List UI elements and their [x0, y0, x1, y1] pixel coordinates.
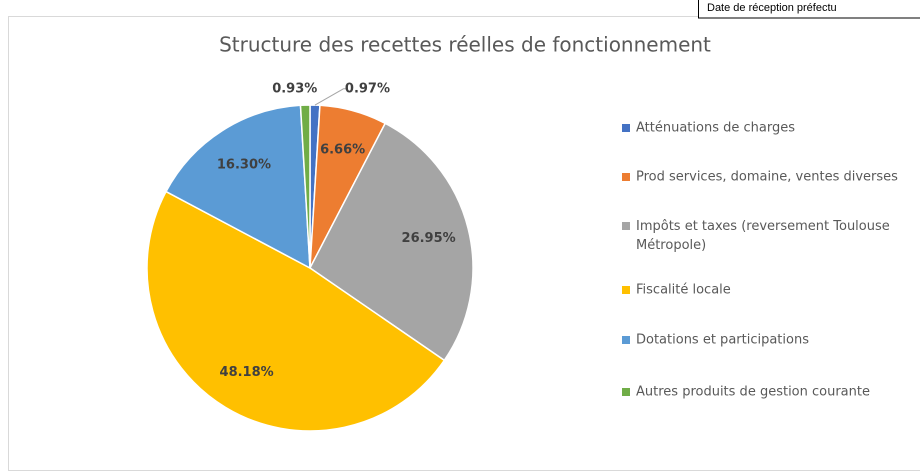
header-note: Date de réception préfectu — [707, 2, 837, 14]
data-label: 26.95% — [402, 231, 456, 246]
legend-line: Impôts et taxes (reversement Toulouse — [636, 219, 890, 234]
data-label: 0.93% — [272, 81, 317, 96]
legend-label: Autres produits de gestion courante — [636, 385, 870, 400]
pie-slice — [299, 104, 311, 269]
pie-slice — [165, 104, 311, 270]
legend-swatch — [622, 286, 630, 294]
legend-label: Atténuations de charges — [636, 121, 795, 136]
legend-label: Dotations et participations — [636, 333, 809, 348]
legend-line: Métropole) — [636, 238, 706, 253]
legend-swatch — [622, 124, 630, 132]
note-box — [698, 0, 920, 19]
legend-label: Prod services, domaine, ventes diverses — [636, 170, 898, 185]
legend-swatch — [622, 336, 630, 344]
legend-label: Fiscalité locale — [636, 283, 731, 298]
data-label: 0.97% — [345, 81, 390, 96]
pie-slice — [146, 190, 446, 432]
legend-swatch — [622, 173, 630, 181]
data-label: 6.66% — [320, 143, 365, 158]
leader-line — [314, 88, 348, 106]
chart-title: Structure des recettes réelles de foncti… — [219, 33, 711, 57]
legend-swatch — [622, 222, 630, 230]
data-label: 16.30% — [217, 158, 271, 173]
pie-slice — [309, 122, 474, 362]
legend-label: Impôts et taxes (reversement Toulouse Mét… — [636, 219, 890, 253]
legend-swatch — [622, 388, 630, 396]
data-label: 48.18% — [220, 365, 274, 380]
